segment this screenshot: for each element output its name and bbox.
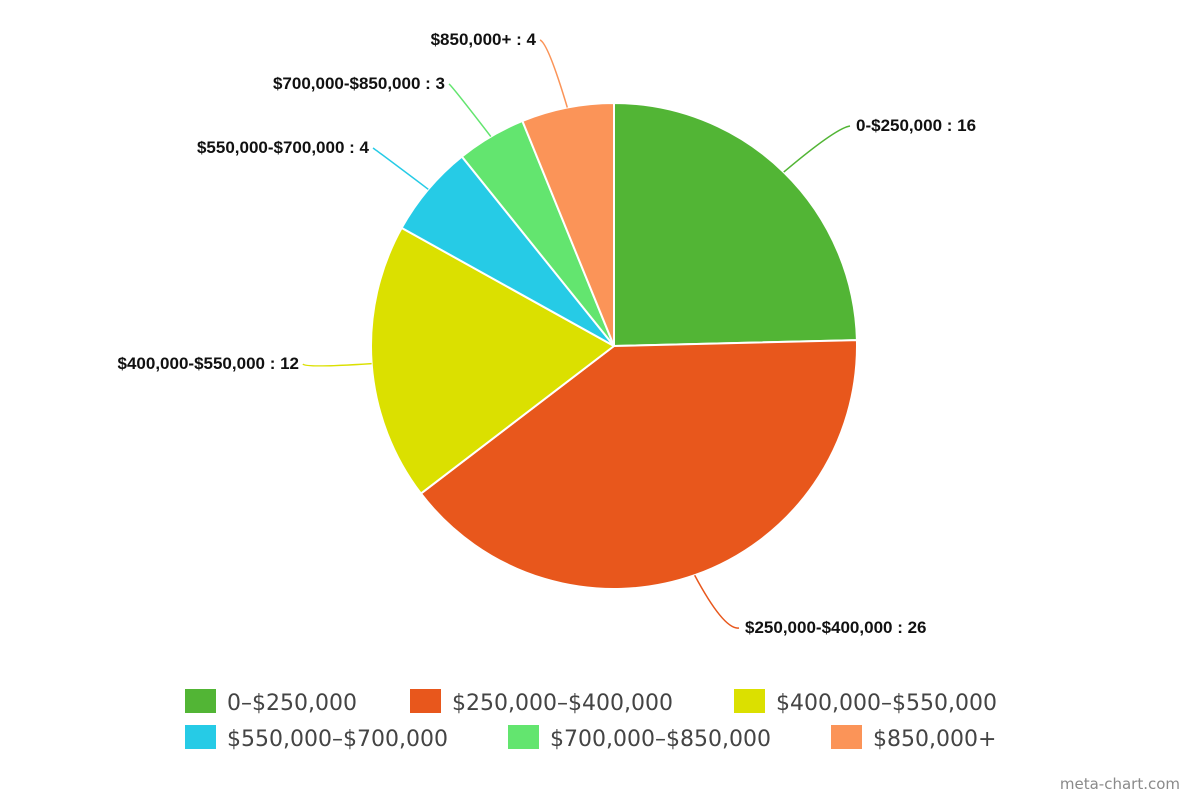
legend-swatch-700-000-850-000 [508,725,539,749]
data-label-0-250-000: 0-$250,000 : 16 [856,116,976,135]
pie-slice-400-000-550-000 [370,226,616,495]
legend: 0–$250,000 $250,000–$400,000 $400,000–$550… [185,689,997,752]
pie-slice-250-000-400-000 [419,339,858,590]
legend-swatch-550-000-700-000 [185,725,216,749]
legend-label-250-000-400-000: $250,000–$400,000 [452,691,673,716]
data-label-850-000: $850,000+ : 4 [431,30,537,49]
data-label-250-000-400-000: $250,000-$400,000 : 26 [745,618,927,637]
leader-line-250-000-400-000 [693,574,740,629]
leader-line-550-000-700-000 [372,147,429,190]
leader-line-700-000-850-000 [448,83,492,137]
data-label-400-000-550-000: $400,000-$550,000 : 12 [118,354,300,373]
data-label-550-000-700-000: $550,000-$700,000 : 4 [197,138,370,157]
leader-line-400-000-550-000 [302,362,372,367]
legend-label-550-000-700-000: $550,000–$700,000 [227,727,448,752]
legend-swatch-0-250-000 [185,689,216,713]
legend-label-400-000-550-000: $400,000–$550,000 [776,691,997,716]
pie-slices [370,101,858,590]
legend-label-850-000: $850,000+ [873,727,996,752]
legend-label-700-000-850-000: $700,000–$850,000 [550,727,771,752]
leader-line-0-250-000 [783,125,851,173]
leader-lines [302,39,851,629]
legend-swatch-850-000 [831,725,862,749]
legend-swatch-400-000-550-000 [734,689,765,713]
leader-line-850-000 [539,39,569,108]
legend-swatch-250-000-400-000 [410,689,441,713]
pie-slice-0-250-000 [613,101,858,348]
credit-text: meta-chart.com [1060,775,1180,793]
data-labels: 0-$250,000 : 16 $250,000-$400,000 : 26 $40… [118,30,977,637]
legend-label-0-250-000: 0–$250,000 [227,691,357,716]
data-label-700-000-850-000: $700,000-$850,000 : 3 [273,74,445,93]
pie-slice-850-000 [521,101,615,347]
